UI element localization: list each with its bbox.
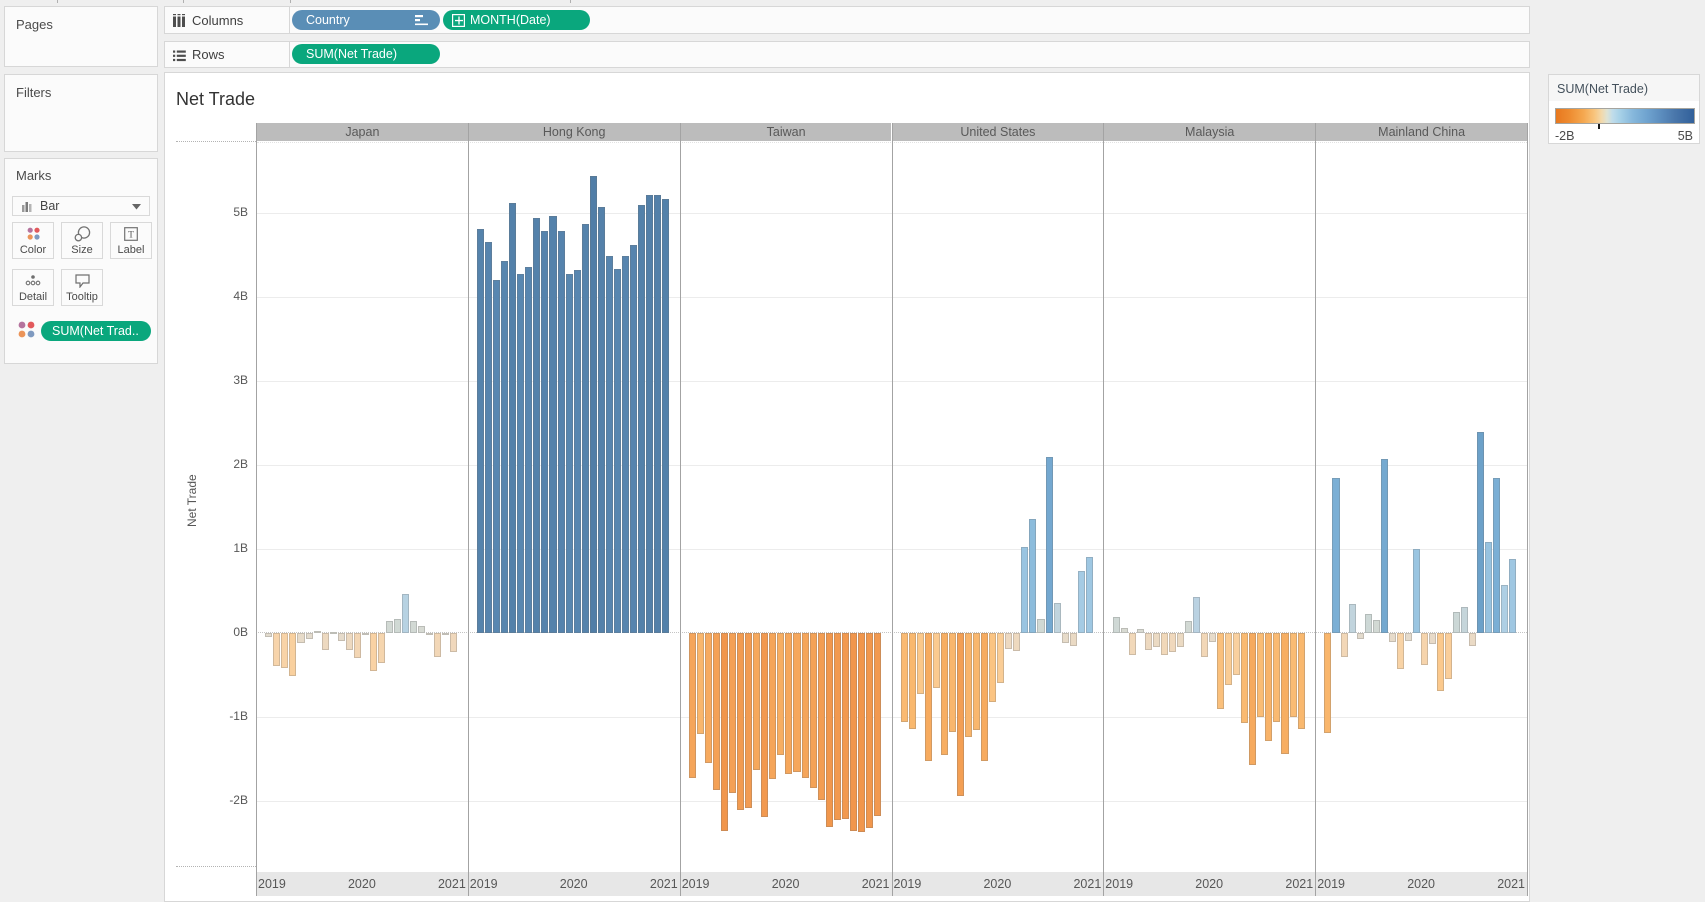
svg-text:T: T [128,231,134,241]
